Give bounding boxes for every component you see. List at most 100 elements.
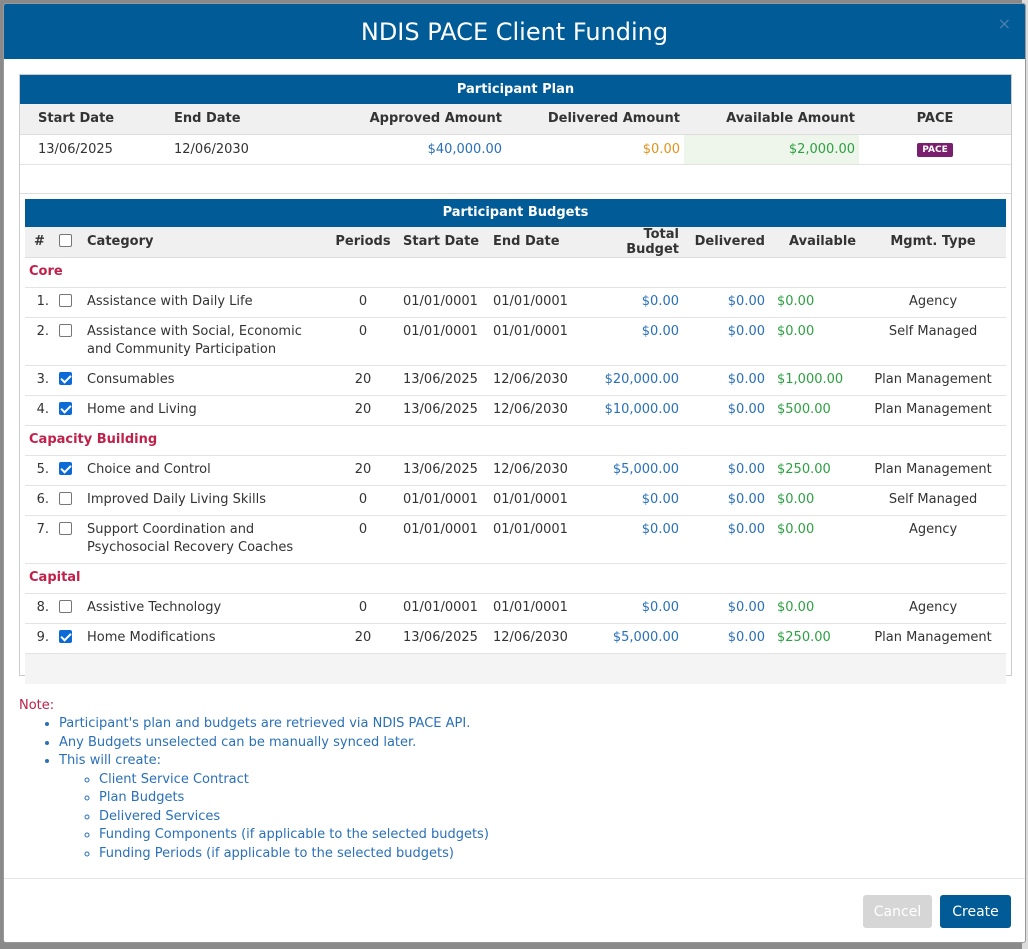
budget-row: 8. Assistive Technology 0 01/01/0001 01/01/0… <box>25 593 1006 624</box>
budgets-footer-space <box>25 654 1006 684</box>
note-item-create: This will create: Client Service Contrac… <box>59 752 489 863</box>
budget-delivered: $0.00 <box>683 365 769 396</box>
budget-available: $0.00 <box>769 515 861 564</box>
budget-row-number: 5. <box>25 455 55 486</box>
budget-end-date: 01/01/0001 <box>489 515 583 564</box>
budget-end-date: 12/06/2030 <box>489 455 583 486</box>
create-item: Delivered Services <box>99 808 489 827</box>
budgets-col-periods: Periods <box>331 226 395 258</box>
budgets-body: Core 1. Assistance with Daily Life 0 01/01/0… <box>25 257 1006 654</box>
budget-delivered: $0.00 <box>683 623 769 654</box>
budget-periods: 0 <box>331 287 395 318</box>
budget-checkbox-checked[interactable] <box>59 372 72 385</box>
budget-checkbox-checked[interactable] <box>59 462 72 475</box>
budget-checkbox[interactable] <box>59 294 72 307</box>
select-all-checkbox[interactable] <box>59 234 72 248</box>
budget-mgmt-type: Plan Management <box>860 455 1006 486</box>
create-button[interactable]: Create <box>940 895 1011 928</box>
close-icon[interactable]: × <box>997 14 1011 33</box>
budget-total: $10,000.00 <box>583 395 683 426</box>
budget-periods: 0 <box>331 485 395 516</box>
budget-delivered: $0.00 <box>683 287 769 318</box>
budget-end-date: 01/01/0001 <box>489 593 583 624</box>
budget-row: 7. Support Coordination and Psychosocial … <box>25 515 1006 564</box>
budget-row: 9. Home Modifications 20 13/06/2025 12/06/20… <box>25 623 1006 654</box>
budgets-col-num: # <box>25 226 55 258</box>
budget-available: $250.00 <box>769 455 861 486</box>
budgets-col-total: Total Budget <box>583 226 683 258</box>
budget-category: Assistance with Social, Economic and Com… <box>83 317 331 366</box>
budget-group-row: Core <box>25 257 1006 288</box>
budget-row: 5. Choice and Control 20 13/06/2025 12/06/20… <box>25 455 1006 486</box>
budget-delivered: $0.00 <box>683 515 769 564</box>
budget-available: $0.00 <box>769 317 861 366</box>
budget-end-date: 01/01/0001 <box>489 485 583 516</box>
budget-checkbox[interactable] <box>59 324 72 337</box>
budget-total: $0.00 <box>583 317 683 366</box>
budget-periods: 0 <box>331 593 395 624</box>
budget-group-name: Capital <box>25 563 1006 594</box>
plan-col-available: Available Amount <box>684 104 859 135</box>
budget-mgmt-type: Agency <box>860 593 1006 624</box>
budget-end-date: 12/06/2030 <box>489 365 583 396</box>
budget-row-select <box>55 623 83 654</box>
note-item: Any Budgets unselected can be manually s… <box>59 734 489 753</box>
budgets-section-title: Participant Budgets <box>25 198 1006 227</box>
budget-mgmt-type: Plan Management <box>860 365 1006 396</box>
budget-total: $0.00 <box>583 287 683 318</box>
plan-header-row: Start Date End Date Approved Amount Deli… <box>20 104 1011 135</box>
budget-row-number: 7. <box>25 515 55 564</box>
budget-mgmt-type: Plan Management <box>860 395 1006 426</box>
plan-delivered-amount: $0.00 <box>506 134 684 165</box>
note-item: Participant's plan and budgets are retri… <box>59 715 489 734</box>
budget-checkbox-checked[interactable] <box>59 630 72 643</box>
budget-start-date: 13/06/2025 <box>395 455 489 486</box>
funding-panel: Participant Plan Start Date End Date App… <box>19 74 1012 684</box>
budgets-col-mgmt-type: Mgmt. Type <box>860 226 1006 258</box>
plan-approved-amount: $40,000.00 <box>320 134 506 165</box>
budget-start-date: 01/01/0001 <box>395 515 489 564</box>
budget-checkbox-checked[interactable] <box>59 402 72 415</box>
budget-mgmt-type: Self Managed <box>860 317 1006 366</box>
plan-available-amount: $2,000.00 <box>684 134 859 165</box>
create-item: Funding Components (if applicable to the… <box>99 826 489 845</box>
budget-total: $0.00 <box>583 485 683 516</box>
budget-start-date: 01/01/0001 <box>395 317 489 366</box>
budget-total: $0.00 <box>583 515 683 564</box>
budget-available: $0.00 <box>769 287 861 318</box>
modal-title: NDIS PACE Client Funding <box>360 17 669 46</box>
budget-checkbox[interactable] <box>59 522 72 535</box>
budgets-header-row: # Category Periods Start Date End Date T… <box>25 226 1006 258</box>
budget-total: $5,000.00 <box>583 623 683 654</box>
budget-start-date: 01/01/0001 <box>395 485 489 516</box>
create-list: Client Service Contract Plan Budgets Del… <box>59 771 489 864</box>
budget-available: $500.00 <box>769 395 861 426</box>
budget-row-number: 6. <box>25 485 55 516</box>
plan-row: 13/06/2025 12/06/2030 $40,000.00 $0.00 $… <box>20 134 1011 165</box>
budget-row-number: 8. <box>25 593 55 624</box>
budget-start-date: 13/06/2025 <box>395 365 489 396</box>
budget-row-select <box>55 515 83 564</box>
budgets-col-delivered: Delivered <box>683 226 769 258</box>
budget-group-name: Core <box>25 257 1006 288</box>
budget-checkbox[interactable] <box>59 600 72 613</box>
budgets-col-available: Available <box>769 226 861 258</box>
plan-start-date: 13/06/2025 <box>20 134 170 165</box>
budget-category: Assistive Technology <box>83 593 331 624</box>
budget-periods: 20 <box>331 365 395 396</box>
budget-category: Consumables <box>83 365 331 396</box>
modal-header: NDIS PACE Client Funding × <box>4 4 1025 59</box>
budget-row-number: 3. <box>25 365 55 396</box>
create-item: Client Service Contract <box>99 771 489 790</box>
budget-row-number: 9. <box>25 623 55 654</box>
budget-checkbox[interactable] <box>59 492 72 505</box>
pace-badge: PACE <box>917 143 953 157</box>
plan-table: Start Date End Date Approved Amount Deli… <box>20 104 1011 165</box>
cancel-button[interactable]: Cancel <box>863 895 932 928</box>
budget-row-select <box>55 485 83 516</box>
budget-delivered: $0.00 <box>683 455 769 486</box>
budgets-section: Participant Budgets # Category Periods S… <box>25 198 1006 684</box>
budget-periods: 20 <box>331 455 395 486</box>
budget-mgmt-type: Agency <box>860 287 1006 318</box>
budget-periods: 0 <box>331 317 395 366</box>
